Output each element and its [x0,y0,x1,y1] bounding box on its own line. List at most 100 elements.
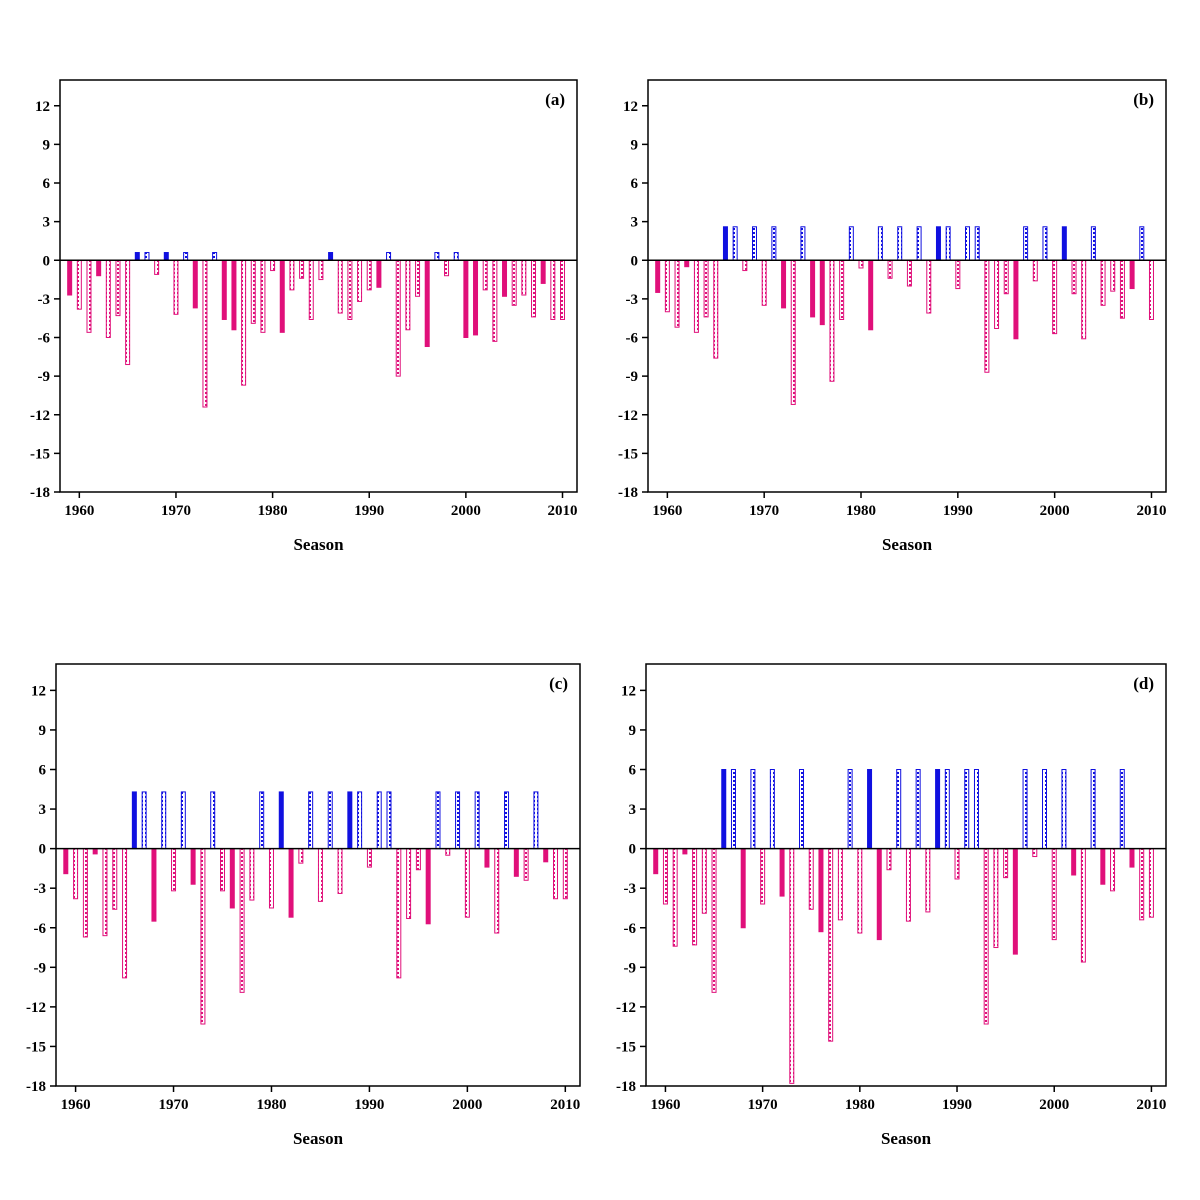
bar-1970 [173,259,179,315]
x-tick-label: 1980 [846,503,876,519]
bar-1964 [701,848,707,914]
bar-1998 [444,259,450,277]
x-tick-label: 1960 [650,1097,680,1113]
bar-1977 [829,259,835,382]
bar-1992 [974,226,980,261]
y-tick-label: 3 [43,215,51,231]
bar-1979 [260,259,266,333]
bar-2005 [513,848,519,877]
x-tick-label: 2000 [451,503,481,519]
bar-1967 [732,226,738,261]
plot-frame [55,663,581,1087]
bar-1967 [730,769,736,850]
x-tick-label: 2000 [1039,1097,1069,1113]
bar-1971 [771,226,777,261]
bar-1983 [886,848,892,871]
bar-1993 [396,848,402,979]
panel-label: (a) [545,90,565,109]
bar-1987 [337,259,343,314]
panel-label: (d) [1133,674,1154,693]
y-tick-label: -12 [618,408,638,424]
bar-1981 [867,769,873,850]
bar-1972 [781,259,787,309]
bar-1964 [112,848,118,910]
bar-1962 [96,259,102,277]
bar-1971 [183,252,189,261]
bar-1995 [415,259,421,297]
bar-2002 [482,259,488,291]
x-tick-label: 1980 [256,1097,286,1113]
bar-1973 [790,259,796,405]
y-tick-label: 12 [31,683,46,699]
bar-2010 [1148,259,1154,320]
bar-1978 [839,259,845,320]
bar-1987 [926,259,932,314]
bar-1990 [954,848,960,880]
y-tick-label: -15 [618,446,638,462]
chart-panel-a: 12 9 6 3 0 -3 -6 -9 -12 -15 -18 1960 1970 1980 1990 200… [30,79,578,554]
bar-2009 [1139,848,1145,921]
bar-1970 [761,259,767,306]
bar-1965 [711,848,717,993]
y-tick-label: 6 [629,763,637,779]
bar-1962 [92,848,98,855]
bar-1977 [828,848,834,1042]
bar-1990 [955,259,961,290]
y-tick-label: -12 [26,1000,46,1016]
bar-1986 [327,791,333,850]
y-tick-label: -6 [624,921,637,937]
y-tick-label: -15 [616,1039,636,1055]
bar-1988 [347,791,353,850]
bar-1963 [693,259,699,333]
bar-1983 [298,848,304,864]
x-tick-label: 1990 [943,503,973,519]
bar-1982 [877,226,883,261]
bar-2007 [533,791,539,850]
bar-1981 [279,259,285,333]
plot-frame [645,663,1167,1087]
y-tick-label: 6 [39,763,47,779]
bar-1963 [105,259,111,338]
bar-1984 [308,791,314,850]
y-tick-label: -3 [624,881,637,897]
y-tick-label: 0 [631,253,639,269]
bar-1996 [425,848,431,925]
bar-1985 [905,848,911,922]
bar-1978 [837,848,843,921]
bar-2005 [1100,259,1106,306]
bar-1985 [906,259,912,287]
bar-1984 [897,226,903,261]
bar-1960 [73,848,79,900]
plot-frame [647,79,1167,493]
y-tick-label: 9 [43,137,51,153]
bar-2008 [540,259,546,284]
bar-1992 [973,769,979,850]
bar-2000 [464,848,470,918]
bar-1988 [935,226,941,261]
bar-1989 [945,226,951,261]
bar-1987 [925,848,931,913]
bar-1993 [984,259,990,373]
bar-1962 [684,259,690,268]
bar-1999 [455,791,461,850]
bar-1981 [278,791,284,850]
bar-1974 [800,226,806,261]
y-tick-label: -18 [30,485,50,501]
bar-1966 [131,791,137,850]
bar-1962 [682,848,688,855]
bar-1968 [740,848,746,929]
y-tick-label: -15 [26,1039,46,1055]
x-axis-title: Season [881,1129,932,1148]
x-tick-label: 1980 [845,1097,875,1113]
bar-1965 [122,848,128,979]
bar-1983 [299,259,305,279]
bar-2001 [1061,226,1067,261]
bar-1977 [239,848,245,993]
bar-2008 [1129,259,1135,290]
bar-2010 [1148,848,1154,918]
bar-1960 [664,259,670,313]
chart-panel-c: 12 9 6 3 0 -3 -6 -9 -12 -15 -18 1960 1970 1980 1990 200… [26,663,581,1148]
bar-1963 [692,848,698,946]
bar-1993 [395,259,401,377]
bar-1991 [965,226,971,261]
